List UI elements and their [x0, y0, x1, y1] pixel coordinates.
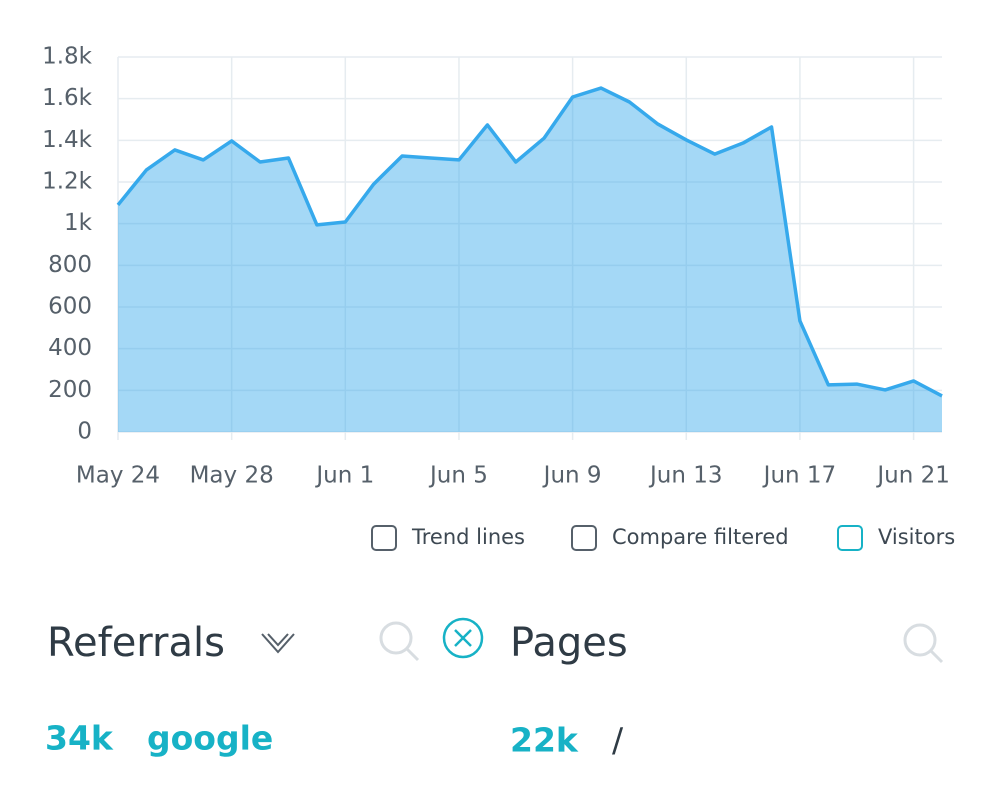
x-tick-label: Jun 1 [314, 463, 374, 489]
option-label[interactable]: Compare filtered [612, 525, 789, 549]
x-tick-label: Jun 13 [648, 463, 723, 489]
x-tick-label: Jun 17 [762, 463, 837, 489]
x-tick-label: May 24 [76, 463, 160, 489]
x-tick-label: Jun 21 [875, 463, 950, 489]
y-tick-label: 600 [48, 294, 92, 320]
clear-icon[interactable] [442, 617, 484, 659]
referral-count: 34k [45, 719, 114, 758]
referral-source[interactable]: google [147, 719, 273, 758]
x-tick-label: Jun 5 [428, 463, 488, 489]
y-tick-label: 1.2k [42, 169, 93, 195]
legend: Trend lines Compare filtered Visitors [371, 525, 955, 551]
dropdown-icon[interactable] [261, 633, 295, 654]
y-tick-label: 1k [64, 210, 93, 236]
y-tick-label: 200 [48, 377, 92, 403]
section-title[interactable]: Referrals [47, 620, 225, 666]
line [116, 86, 943, 398]
checkbox[interactable] [837, 525, 863, 551]
legend-label[interactable]: Visitors [878, 525, 955, 549]
area [118, 88, 942, 433]
search-icon[interactable] [379, 621, 420, 662]
page-path[interactable]: / [612, 721, 624, 760]
y-tick-label: 0 [77, 419, 92, 445]
checkbox[interactable] [571, 525, 597, 551]
option-label[interactable]: Trend lines [411, 525, 525, 549]
x-tick-label: Jun 9 [542, 463, 602, 489]
y-tick-label: 1.4k [42, 127, 93, 153]
y-tick-label: 400 [48, 335, 92, 361]
checkbox[interactable] [371, 525, 397, 551]
y-tick-label: 1.6k [42, 85, 93, 111]
section-title: Pages [510, 620, 628, 666]
page-count: 22k [510, 721, 579, 760]
y-tick-label: 800 [48, 252, 92, 278]
y-tick-label: 1.8k [42, 44, 93, 70]
x-tick-label: May 28 [190, 463, 274, 489]
search-icon[interactable] [903, 623, 944, 664]
